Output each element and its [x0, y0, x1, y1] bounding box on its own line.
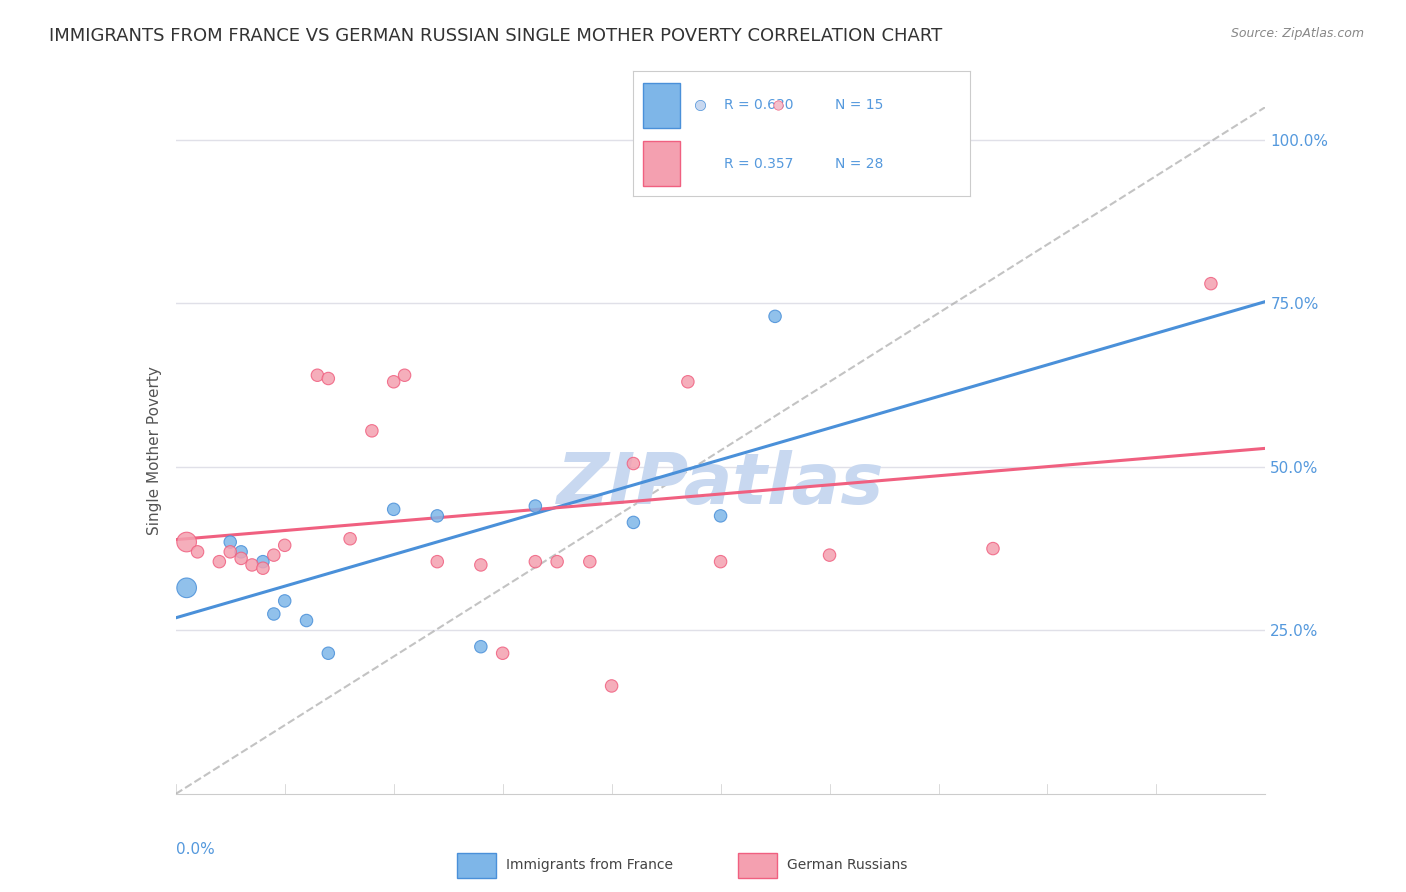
Point: [766, 98, 789, 112]
Point: [710, 508, 733, 523]
FancyBboxPatch shape: [457, 853, 496, 878]
Text: N = 15: N = 15: [835, 98, 883, 112]
Text: Immigrants from France: Immigrants from France: [506, 858, 673, 872]
Point: [231, 545, 253, 559]
Point: [263, 548, 285, 562]
Point: [818, 548, 841, 562]
FancyBboxPatch shape: [643, 141, 681, 186]
Point: [186, 545, 209, 559]
Point: [318, 371, 340, 385]
Point: [219, 535, 242, 549]
Point: [763, 310, 786, 324]
Point: [360, 424, 382, 438]
Point: [1199, 277, 1222, 291]
Point: [600, 679, 623, 693]
Text: R = 0.357: R = 0.357: [724, 157, 793, 170]
FancyBboxPatch shape: [738, 853, 778, 878]
Point: [676, 375, 699, 389]
Point: [426, 555, 449, 569]
Point: [470, 640, 492, 654]
Point: [621, 457, 644, 471]
Text: 0.0%: 0.0%: [176, 842, 215, 857]
Y-axis label: Single Mother Poverty: Single Mother Poverty: [146, 366, 162, 535]
Point: [240, 558, 263, 572]
Point: [295, 614, 318, 628]
Point: [176, 581, 198, 595]
Point: [274, 594, 297, 608]
Point: [219, 545, 242, 559]
Point: [263, 607, 285, 621]
Text: N = 28: N = 28: [835, 157, 883, 170]
Point: [579, 555, 602, 569]
Point: [426, 508, 449, 523]
Point: [252, 561, 274, 575]
Point: [492, 646, 515, 660]
Point: [382, 375, 405, 389]
Point: [524, 555, 547, 569]
Point: [689, 98, 711, 112]
Point: [208, 555, 231, 569]
Point: [176, 535, 198, 549]
Text: Source: ZipAtlas.com: Source: ZipAtlas.com: [1230, 27, 1364, 40]
Point: [231, 551, 253, 566]
Point: [470, 558, 492, 572]
Text: R = 0.630: R = 0.630: [724, 98, 793, 112]
Point: [394, 368, 416, 383]
Point: [981, 541, 1004, 556]
Text: ZIPatlas: ZIPatlas: [557, 450, 884, 519]
Point: [524, 499, 547, 513]
Point: [252, 555, 274, 569]
Point: [710, 555, 733, 569]
Text: German Russians: German Russians: [787, 858, 908, 872]
Point: [274, 538, 297, 552]
Point: [339, 532, 361, 546]
Text: IMMIGRANTS FROM FRANCE VS GERMAN RUSSIAN SINGLE MOTHER POVERTY CORRELATION CHART: IMMIGRANTS FROM FRANCE VS GERMAN RUSSIAN…: [49, 27, 942, 45]
Point: [621, 516, 644, 530]
Point: [307, 368, 329, 383]
FancyBboxPatch shape: [643, 83, 681, 128]
Point: [318, 646, 340, 660]
Point: [382, 502, 405, 516]
Point: [546, 555, 568, 569]
